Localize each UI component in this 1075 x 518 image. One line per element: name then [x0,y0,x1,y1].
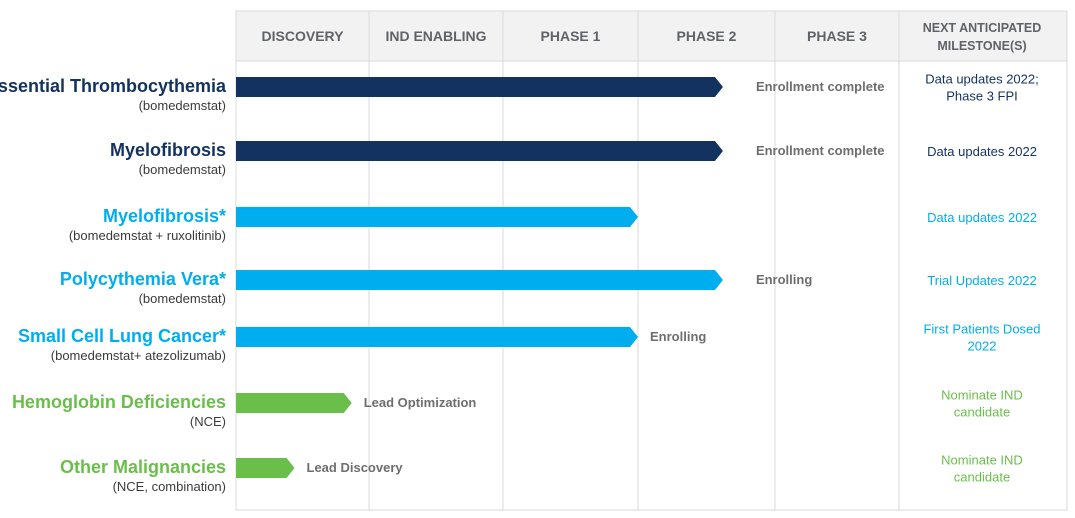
progress-bar [236,77,723,97]
status-label: Enrolling [756,272,812,287]
program-subtitle: (bomedemstat) [139,162,226,177]
milestone-text: Data updates 2022 [927,144,1037,159]
program-name: Essential Thrombocythemia [0,76,227,96]
status-label: Enrollment complete [756,143,885,158]
program-subtitle: (NCE, combination) [113,479,226,494]
milestone-text: Data updates 2022; [925,72,1038,87]
milestone-text: Nominate IND [941,453,1023,468]
program-name: Myelofibrosis* [103,206,226,226]
program-name: Small Cell Lung Cancer* [18,326,226,346]
milestone-text: Data updates 2022 [927,210,1037,225]
progress-bar [236,327,638,347]
program-subtitle: (bomedemstat+ atezolizumab) [51,348,226,363]
milestone-header: MILESTONE(S) [937,39,1026,53]
program-subtitle: (bomedemstat + ruxolitinib) [69,228,226,243]
milestone-text: Phase 3 FPI [946,89,1018,104]
progress-bar [236,393,352,413]
progress-bar [236,458,295,478]
column-header: PHASE 3 [807,28,867,44]
column-header: PHASE 2 [677,28,737,44]
program-name: Hemoglobin Deficiencies [12,392,226,412]
program-name: Polycythemia Vera* [60,269,226,289]
milestone-text: candidate [954,470,1010,485]
status-label: Lead Optimization [364,395,477,410]
program-subtitle: (bomedemstat) [139,291,226,306]
program-subtitle: (bomedemstat) [139,98,226,113]
header-band [236,11,1067,61]
program-name: Other Malignancies [60,457,226,477]
column-header: IND ENABLING [385,28,486,44]
milestone-text: Nominate IND [941,388,1023,403]
progress-bar [236,141,723,161]
milestone-text: Trial Updates 2022 [927,273,1036,288]
milestone-text: candidate [954,405,1010,420]
milestone-header: NEXT ANTICIPATED [923,21,1042,35]
milestone-text: 2022 [968,339,997,354]
program-subtitle: (NCE) [190,414,226,429]
milestone-text: First Patients Dosed [923,322,1040,337]
status-label: Enrolling [650,329,706,344]
column-header: DISCOVERY [262,28,345,44]
program-name: Myelofibrosis [110,140,226,160]
status-label: Enrollment complete [756,79,885,94]
progress-bar [236,207,638,227]
progress-bar [236,270,723,290]
status-label: Lead Discovery [307,460,404,475]
column-header: PHASE 1 [541,28,601,44]
